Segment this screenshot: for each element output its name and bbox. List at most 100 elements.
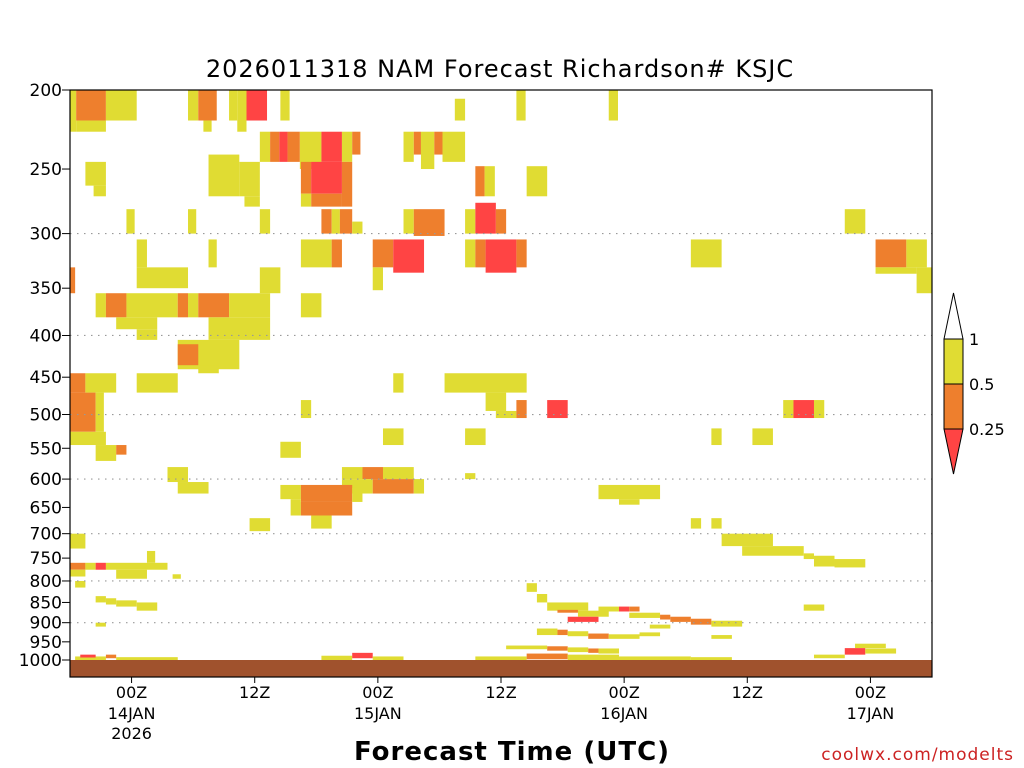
ri-cell-0.25-0.5 [434, 131, 443, 155]
ri-cell-0.5-1 [567, 647, 589, 653]
ri-cell-0.25-0.5 [331, 239, 342, 268]
ri-cell-0.5-1 [526, 166, 548, 197]
ri-cell-0.25-0.5 [495, 209, 507, 234]
pressure-axis: 200 250 300 350 400 450 500 550 600 650 700 750 8008… [19, 81, 70, 671]
ri-cell-0.5-1 [547, 602, 589, 611]
ri-cell-0.5-1 [290, 499, 301, 516]
ri-cell-0.5-1 [485, 392, 507, 411]
ri-cell-0.25-0.5 [198, 293, 230, 318]
ri-cell-0.5-1 [331, 209, 340, 234]
ri-cell-lt-0.25 [547, 400, 568, 419]
ri-cell-0.5-1 [608, 90, 618, 121]
ri-cell-0.5-1 [516, 90, 526, 121]
ri-cell-0.5-1 [300, 400, 312, 419]
x-tick-label: 00Z [362, 683, 393, 702]
ri-cell-0.5-1 [865, 648, 897, 654]
ri-cell-0.5-1 [259, 209, 271, 234]
ri-cell-0.5-1 [167, 467, 189, 483]
ri-cell-0.5-1 [577, 610, 609, 617]
ri-cell-0.5-1 [598, 606, 620, 612]
ri-cell-0.5-1 [208, 239, 217, 268]
ri-cell-0.5-1 [70, 533, 86, 549]
ri-cell-0.5-1 [259, 267, 281, 294]
ri-cell-0.5-1 [146, 550, 156, 563]
ri-cell-lt-0.25 [279, 131, 288, 162]
ri-cell-0.5-1 [711, 428, 722, 446]
ri-cell-0.25-0.5 [588, 648, 599, 653]
ri-cell-0.5-1 [813, 555, 835, 567]
ri-cell-0.5-1 [259, 131, 271, 162]
ri-cell-0.5-1 [619, 656, 691, 660]
x-tick-date: 17JAN [847, 704, 895, 723]
ri-cell-0.25-0.5 [105, 654, 117, 659]
ri-cell-0.25-0.5 [177, 344, 199, 366]
ri-cell-0.5-1 [403, 131, 414, 162]
richardson-number-cells [70, 90, 932, 660]
ri-cell-0.5-1 [95, 622, 106, 627]
ri-cell-0.5-1 [649, 624, 671, 629]
ri-cell-0.25-0.5 [557, 629, 568, 636]
ri-cell-0.5-1 [465, 209, 476, 234]
ri-cell-0.5-1 [208, 154, 240, 197]
ri-cell-0.5-1 [116, 600, 137, 607]
ri-cell-0.5-1 [188, 209, 197, 234]
ri-cell-0.5-1 [484, 166, 495, 197]
chart-title: 2026011318 NAM Forecast Richardson# KSJC [206, 55, 794, 83]
colorbar-label: 1 [969, 330, 979, 349]
ri-cell-0.5-1 [506, 645, 548, 650]
y-tick-label: 200 [30, 81, 62, 101]
ri-cell-0.25-0.5 [70, 392, 96, 432]
ri-cell-lt-0.25 [80, 654, 96, 658]
site-credit: coolwx.com/modelts [821, 745, 1014, 765]
ri-cell-0.5-1 [341, 467, 363, 480]
ri-cell-0.5-1 [495, 410, 517, 419]
ri-cell-0.5-1 [567, 654, 620, 660]
x-tick-label: 00Z [116, 683, 147, 702]
ri-cell-0.5-1 [420, 131, 435, 170]
ri-cell-0.5-1 [341, 131, 353, 162]
ri-cell-0.25-0.5 [547, 646, 568, 651]
y-tick-label: 700 [30, 525, 62, 545]
ri-cell-0.5-1 [93, 185, 106, 197]
ri-cell-0.5-1 [465, 473, 476, 480]
ri-cell-0.25-0.5 [70, 562, 86, 570]
ri-cell-0.5-1 [803, 604, 825, 611]
ri-cell-0.5-1 [916, 267, 932, 294]
y-tick-label: 800 [30, 572, 62, 592]
ri-cell-0.5-1 [855, 643, 886, 649]
ri-cell-0.25-0.5 [413, 209, 445, 236]
ri-cell-0.5-1 [136, 602, 158, 611]
ri-cell-0.5-1 [372, 267, 383, 291]
ri-cell-0.25-0.5 [76, 90, 106, 121]
ri-cell-0.5-1 [70, 569, 86, 577]
y-tick-label: 350 [30, 279, 62, 299]
ri-cell-0.5-1 [536, 594, 548, 603]
ri-cell-0.5-1 [413, 479, 425, 494]
ri-cell-0.25-0.5 [372, 479, 414, 494]
ri-cell-0.5-1 [229, 293, 271, 318]
colorbar-label: 0.5 [969, 375, 994, 394]
ri-cell-lt-0.25 [567, 616, 599, 622]
y-tick-label: 400 [30, 326, 62, 346]
x-tick-date: 14JAN [108, 704, 156, 723]
ri-cell-0.25-0.5 [177, 293, 189, 318]
ri-cell-0.5-1 [690, 657, 732, 660]
ri-cell-0.5-1 [372, 656, 404, 660]
ri-cell-0.5-1 [783, 400, 794, 419]
x-axis-label: Forecast Time (UTC) [354, 737, 670, 767]
ri-cell-0.5-1 [300, 293, 322, 318]
ri-cell-0.5-1 [536, 628, 558, 636]
ri-cell-0.5-1 [721, 533, 773, 547]
y-tick-label: 1000 [19, 651, 62, 671]
ri-cell-0.5-1 [834, 559, 866, 568]
ri-cell-0.5-1 [382, 467, 414, 480]
ri-cell-0.5-1 [442, 131, 466, 162]
ri-cell-0.5-1 [300, 193, 312, 207]
ri-cell-0.5-1 [177, 482, 209, 494]
ri-cell-0.5-1 [711, 518, 722, 529]
ri-cell-0.5-1 [203, 120, 212, 132]
colorbar-label: 0.25 [969, 420, 1005, 439]
ri-cell-0.5-1 [136, 329, 158, 340]
ri-cell-0.5-1 [598, 484, 661, 500]
